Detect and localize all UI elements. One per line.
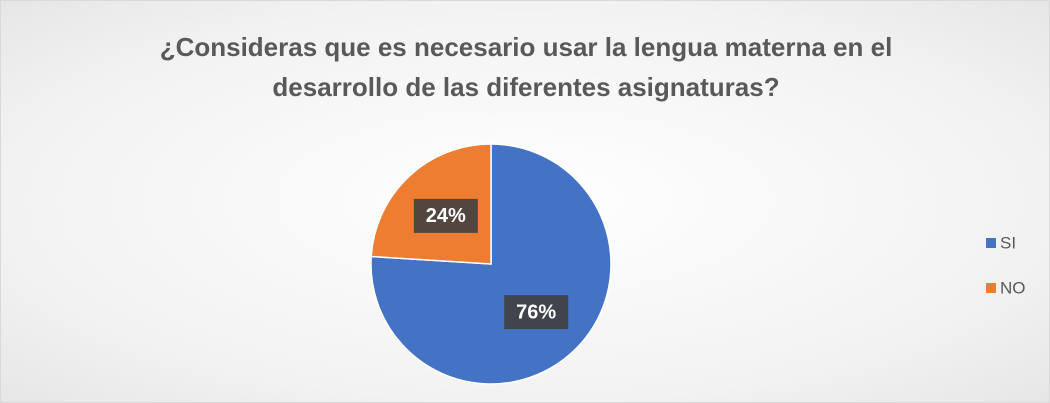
data-label-box <box>413 198 478 233</box>
legend-label: SI <box>1000 233 1016 252</box>
legend-swatch <box>986 283 996 293</box>
data-label: 76% <box>516 301 556 323</box>
chart-title: ¿Consideras que es necesario usar la len… <box>159 32 893 102</box>
legend-swatch <box>986 238 996 248</box>
legend-label: NO <box>1000 278 1026 297</box>
data-label: 24% <box>426 205 466 227</box>
data-label-box <box>504 295 569 330</box>
